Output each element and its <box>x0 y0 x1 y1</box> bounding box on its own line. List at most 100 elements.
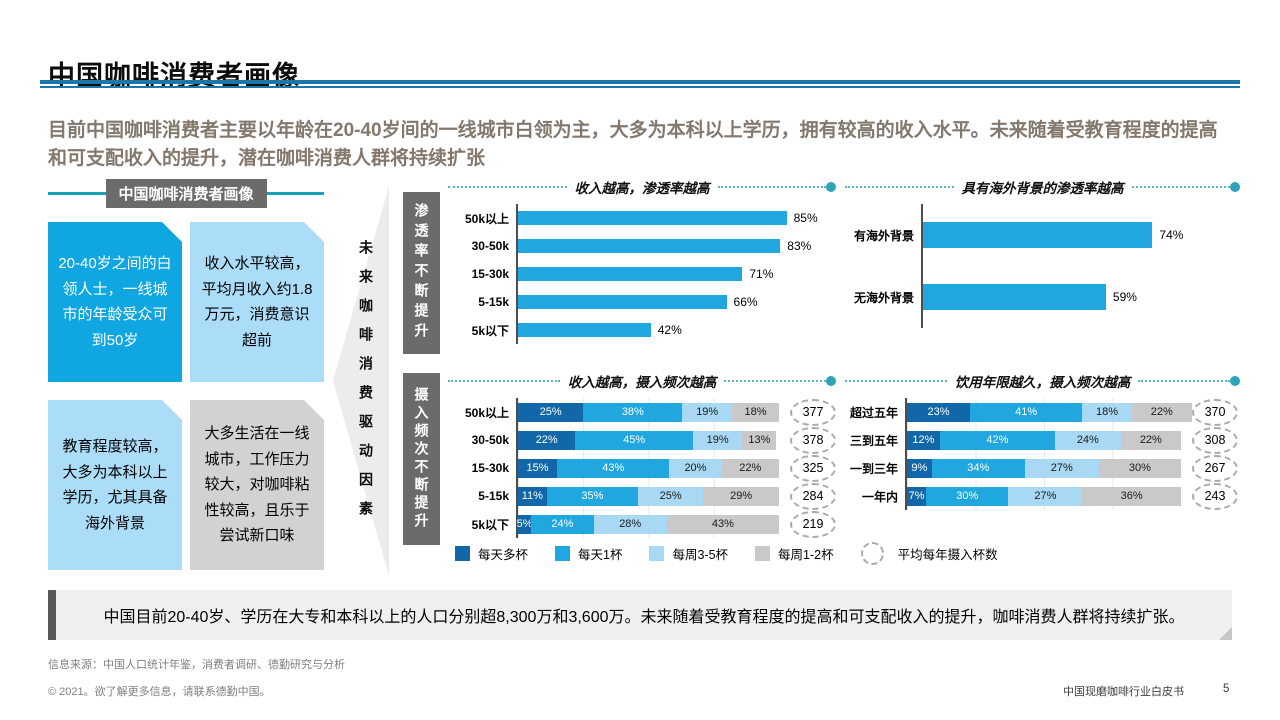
section-label-frequency: 摄入频次不断提升 <box>403 373 440 545</box>
stacked-bar-row: 一到三年 9% 34% 27% 30% 267 <box>845 454 1240 482</box>
legend-label: 每天1杯 <box>578 548 623 562</box>
bar-track: 71% <box>516 260 834 288</box>
bar-row: 5-15k 66% <box>448 288 836 316</box>
bar-track: 66% <box>516 288 834 316</box>
category-label: 三到五年 <box>849 433 898 448</box>
segment-1: 12% <box>907 430 940 450</box>
category-label: 15-30k <box>471 267 509 281</box>
bar-track: 83% <box>516 232 834 260</box>
profile-box-text: 教育程度较高，大多为本科以上学历，尤其具备海外背景 <box>62 438 168 532</box>
dashed-circle-icon <box>860 542 884 565</box>
category-label: 5k以下 <box>471 323 509 338</box>
value-label: 71% <box>749 267 774 281</box>
value-label: 83% <box>787 239 812 253</box>
title-divider <box>40 80 1240 88</box>
segment-3: 19% <box>682 402 732 422</box>
leader-end-dot-icon <box>1230 376 1240 386</box>
chart-income-frequency: 收入越高，摄入频次越高 50k以上 25% 38% 19% 18% 377 30-50k 22%… <box>448 372 836 538</box>
legend-swatch-icon <box>755 546 771 561</box>
bar <box>518 323 651 337</box>
category-label: 5-15k <box>478 295 509 309</box>
stacked-bar-track: 11% 35% 25% 29% <box>516 482 779 510</box>
legend-item: 每天多杯 <box>455 544 528 563</box>
segment-1: 11% <box>518 486 547 506</box>
dotted-line <box>1138 380 1230 382</box>
segment-1: 22% <box>518 430 576 450</box>
stacked-bar-track: 22% 45% 19% 13% <box>516 426 779 454</box>
stacked-bar-row: 30-50k 22% 45% 19% 13% 378 <box>448 426 836 454</box>
segment-3: 28% <box>593 514 667 534</box>
teal-line-left <box>48 192 106 195</box>
section-label-penetration: 渗透率不断提升 <box>403 192 440 354</box>
stacked-bar-row: 5k以下 5% 24% 28% 43% 219 <box>448 510 836 538</box>
segment-2: 43% <box>557 458 670 478</box>
stacked-bar-row: 15-30k 15% 43% 20% 22% 325 <box>448 454 836 482</box>
category-label: 超过五年 <box>849 405 898 420</box>
segment-1: 25% <box>518 402 584 422</box>
bar <box>518 211 787 225</box>
leader-end-dot-icon <box>826 182 836 192</box>
dotted-leader-left <box>845 380 947 382</box>
bar-track: 59% <box>921 266 1233 328</box>
segment-1: 5% <box>517 514 532 534</box>
segment-4: 30% <box>1098 458 1181 478</box>
profile-box-lifestyle: 大多生活在一线城市，工作压力较大，对咖啡粘性较高，且乐于尝试新口味 <box>190 400 324 570</box>
value-label: 85% <box>793 211 818 225</box>
segment-3: 25% <box>638 486 704 506</box>
bar-track: 74% <box>921 204 1233 266</box>
chart-title: 收入越高，渗透率越高 <box>574 181 710 196</box>
category-label: 50k以上 <box>464 211 509 226</box>
segment-3: 18% <box>1082 402 1132 422</box>
dotted-line <box>1131 186 1230 188</box>
legend-label: 每天多杯 <box>478 548 529 562</box>
legend-item: 每周3-5杯 <box>649 544 728 563</box>
dotted-leader-left <box>448 186 567 188</box>
chart-plot: 有海外背景 74% 无海外背景 59% <box>845 204 1240 328</box>
stacked-bar-row: 5-15k 11% 35% 25% 29% 284 <box>448 482 836 510</box>
average-cups-ellipse: 267 <box>1192 454 1238 482</box>
dotted-leader-right <box>724 376 836 386</box>
stacked-bar-track: 7% 30% 27% 36% <box>905 482 1181 510</box>
stacked-bar-row: 50k以上 25% 38% 19% 18% 377 <box>448 398 836 426</box>
category-label: 有海外背景 <box>853 228 914 243</box>
profile-section-header: 中国咖啡消费者画像 <box>48 179 325 208</box>
profile-box-text: 收入水平较高，平均月收入约1.8万元，消费意识超前 <box>201 255 313 349</box>
dotted-leader-right <box>1138 376 1240 386</box>
corner-fold-icon <box>1219 627 1232 640</box>
legend-swatch-icon <box>455 546 470 561</box>
segment-2: 38% <box>583 402 683 422</box>
bar <box>923 222 1153 248</box>
drivers-vertical-label: 未来咖啡消费驱动因素 <box>358 240 374 530</box>
bar <box>518 267 743 281</box>
average-cups-ellipse: 308 <box>1192 426 1238 454</box>
leader-end-dot-icon <box>826 376 836 386</box>
segment-2: 45% <box>575 430 693 450</box>
segment-4: 29% <box>703 486 779 506</box>
profile-box-education: 教育程度较高，大多为本科以上学历，尤其具备海外背景 <box>48 400 182 570</box>
chart-title-row: 饮用年限越久，摄入频次越高 <box>845 372 1240 390</box>
chart-title-row: 具有海外背景的渗透率越高 <box>845 178 1240 196</box>
legend-label: 每周1-2杯 <box>778 548 834 562</box>
chart-title: 收入越高，摄入频次越高 <box>567 375 717 390</box>
stacked-bar-track: 12% 42% 24% 22% <box>905 426 1181 454</box>
value-label: 74% <box>1159 228 1184 242</box>
bar-row: 无海外背景 59% <box>845 266 1240 328</box>
segment-1: 23% <box>907 402 971 422</box>
chart-title-row: 收入越高，摄入频次越高 <box>448 372 836 390</box>
segment-1: 9% <box>907 458 932 478</box>
bar <box>518 239 781 253</box>
dotted-line <box>724 380 826 382</box>
stacked-bar-row: 三到五年 12% 42% 24% 22% 308 <box>845 426 1240 454</box>
teal-line-right <box>266 192 325 195</box>
legend-swatch-icon <box>555 546 571 561</box>
profile-box-text: 大多生活在一线城市，工作压力较大，对咖啡粘性较高，且乐于尝试新口味 <box>204 425 310 545</box>
bar-row: 有海外背景 74% <box>845 204 1240 266</box>
segment-2: 34% <box>931 458 1025 478</box>
segment-3: 27% <box>1024 458 1099 478</box>
stacked-bar-row: 一年内 7% 30% 27% 36% 243 <box>845 482 1240 510</box>
chart-title: 具有海外背景的渗透率越高 <box>961 181 1124 196</box>
category-label: 一年内 <box>861 489 898 504</box>
average-cups-ellipse: 243 <box>1192 482 1238 510</box>
segment-4: 36% <box>1082 486 1181 506</box>
